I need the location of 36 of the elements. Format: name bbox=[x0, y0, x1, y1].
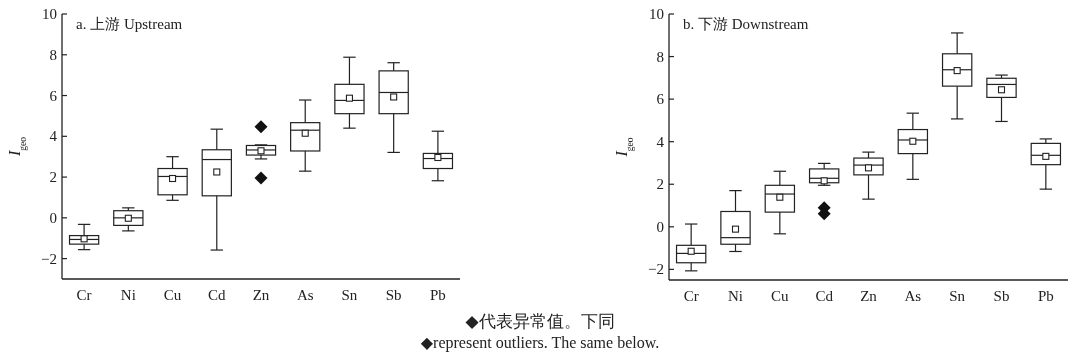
x-tick-label: Sb bbox=[993, 288, 1010, 304]
y-tick-label: 4 bbox=[656, 133, 665, 150]
y-tick-label: 2 bbox=[49, 169, 57, 186]
x-tick-label: Cd bbox=[815, 288, 834, 304]
x-tick-label: Pb bbox=[1037, 288, 1054, 304]
text: ◆代表异常值。下同 bbox=[465, 312, 615, 331]
x-tick-label: As bbox=[904, 288, 922, 304]
x-tick-label: Ni bbox=[120, 287, 136, 303]
x-tick-label: Cr bbox=[76, 287, 92, 303]
x-tick-label: Sn bbox=[341, 287, 358, 303]
x-tick-label: Cu bbox=[163, 287, 182, 303]
y-tick-label: −2 bbox=[648, 261, 664, 278]
x-tick-label: Pb bbox=[429, 287, 446, 303]
y-tick-label: 6 bbox=[49, 87, 58, 104]
y-tick-label: 8 bbox=[49, 46, 57, 63]
x-tick-label: Cu bbox=[771, 288, 790, 304]
x-tick-label: Cd bbox=[208, 287, 227, 303]
x-tick-label: Sb bbox=[385, 287, 402, 303]
x-tick-label: Cr bbox=[683, 288, 699, 304]
x-tick-label: As bbox=[296, 287, 314, 303]
y-tick-label: 8 bbox=[656, 48, 664, 65]
y-tick-label: 2 bbox=[656, 176, 664, 193]
x-tick-label: Zn bbox=[860, 288, 878, 304]
chart-title: a. 上游 Upstream bbox=[76, 16, 183, 32]
x-tick-label: Zn bbox=[252, 287, 270, 303]
x-tick-label: Ni bbox=[728, 288, 743, 304]
y-tick-label: 10 bbox=[42, 6, 57, 22]
y-tick-label: −2 bbox=[41, 250, 57, 267]
chart-title: b. 下游 Downstream bbox=[683, 16, 809, 32]
y-tick-label: 10 bbox=[649, 6, 664, 22]
y-tick-label: 0 bbox=[656, 218, 664, 235]
y-tick-label: 6 bbox=[656, 91, 665, 108]
x-tick-label: Sn bbox=[949, 288, 966, 304]
y-tick-label: 0 bbox=[49, 209, 57, 226]
text: ◆represent outliers. The same below. bbox=[420, 334, 660, 352]
y-tick-label: 4 bbox=[49, 128, 58, 145]
